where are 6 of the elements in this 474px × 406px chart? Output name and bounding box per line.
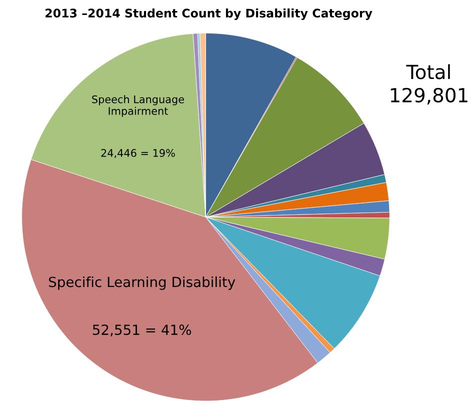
- data-label: 52,551 = 41%: [92, 324, 192, 336]
- slice-label: Speech Language Impairment: [92, 95, 184, 117]
- data-label: 24,446 = 19%: [101, 149, 175, 158]
- chart-title: 2013 –2014 Student Count by Disability Category: [46, 8, 372, 20]
- slice-label: Specific Learning Disability: [48, 276, 236, 290]
- text: Total 129,801: [390, 64, 468, 105]
